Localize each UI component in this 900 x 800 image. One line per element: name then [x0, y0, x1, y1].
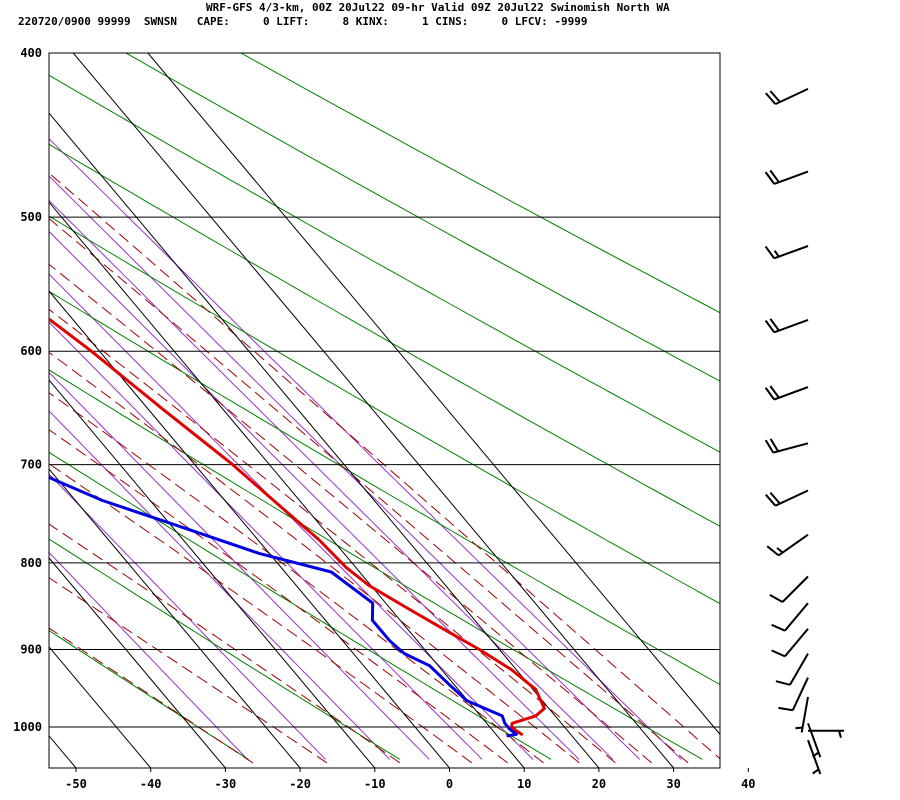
mixing-ratio-line-4: [49, 321, 483, 760]
chart-title: WRF-GFS 4/3-km, 00Z 20Jul22 09-hr Valid …: [206, 1, 670, 14]
moist-adiabat-6: [49, 351, 580, 764]
dry-adiabat-6: [49, 143, 720, 527]
x-tick-label: 30: [666, 777, 680, 791]
wind-barb: [795, 696, 809, 733]
dry-adiabat-9: [240, 53, 720, 314]
x-tick-label: 10: [517, 777, 531, 791]
grid: [48, 52, 749, 772]
wind-barb: [764, 169, 809, 185]
mixing-ratio-line-6: [49, 230, 580, 760]
wind-barb: [775, 653, 809, 686]
wind-barb: [765, 489, 809, 507]
moist-adiabat-0: [49, 627, 254, 764]
wind-barb: [764, 385, 809, 401]
series-temperature: [49, 317, 546, 736]
moist-adiabat-5: [49, 392, 544, 764]
series-dewpoint: [49, 475, 518, 738]
x-tick-label: -50: [65, 777, 87, 791]
moist-adiabat-1: [49, 577, 328, 764]
wind-barb: [765, 87, 809, 106]
wind-barb: [771, 602, 809, 632]
mixing-ratio-line-7: [49, 199, 614, 760]
isotherm-4: [49, 379, 376, 768]
mixing-ratio-line-2: [49, 410, 390, 760]
moist-adiabat-7: [49, 308, 616, 764]
wind-barb: [808, 729, 844, 738]
p-tick-label: 500: [20, 210, 42, 224]
wind-barb: [764, 438, 809, 454]
wind-barb: [807, 739, 822, 775]
header: WRF-GFS 4/3-km, 00Z 20Jul22 09-hr Valid …: [0, 0, 900, 32]
dry-adiabat-7: [49, 74, 720, 453]
wind-barb: [769, 575, 809, 603]
mixing-ratio-line-0: [49, 551, 248, 760]
wind-barb: [807, 722, 822, 758]
p-tick-label: 400: [20, 46, 42, 60]
dry-adiabat-5: [49, 215, 720, 605]
isotherm-9: [147, 53, 720, 736]
dry-adiabat-3: [49, 369, 703, 760]
isotherm-2: [49, 557, 226, 768]
x-tick-label: -40: [140, 777, 162, 791]
isotherm-6: [49, 201, 525, 768]
mixing-ratio-line-3: [49, 371, 430, 760]
moist-adiabat-4: [49, 429, 508, 764]
x-tick-label: -10: [364, 777, 386, 791]
dry-adiabat-8: [125, 53, 720, 382]
isotherm-1: [49, 646, 152, 768]
x-tick-label: 20: [592, 777, 606, 791]
background-lines: [49, 53, 720, 768]
wind-barb: [778, 677, 809, 712]
dry-adiabat-2: [49, 451, 552, 760]
plot-frame: [48, 52, 721, 769]
dry-adiabat-1: [49, 538, 400, 760]
mixing-ratio-line-5: [49, 273, 534, 760]
axis-labels: 400 500 600 700 800 900 1000 -50 -40 -30 -20 -10 0 10…: [13, 46, 755, 791]
dry-adiabat-4: [49, 290, 720, 686]
x-tick-label: 40: [741, 777, 755, 791]
moist-adiabat-2: [49, 523, 401, 764]
isotherm-5: [49, 290, 450, 768]
sounding-series: [49, 317, 546, 738]
isotherm-8: [72, 53, 674, 768]
isotherm-0: [49, 735, 77, 768]
mixing-ratio-line-9: [49, 138, 682, 760]
mixing-ratio-line-1: [49, 473, 326, 760]
x-tick-label: -20: [289, 777, 311, 791]
moist-adiabat-10: [49, 172, 720, 760]
isotherm-7: [49, 112, 600, 768]
x-tick-label: -30: [215, 777, 237, 791]
moist-adiabat-8: [49, 263, 653, 764]
p-tick-label: 1000: [13, 720, 42, 734]
wind-barb: [766, 533, 809, 557]
p-tick-label: 600: [20, 344, 42, 358]
dry-adiabat-0: [49, 629, 249, 760]
moist-adiabat-3: [49, 463, 473, 764]
wind-barbs: [764, 87, 844, 775]
sounding-stats: 220720/0900 99999 SWNSN CAPE: 0 LIFT: 8 …: [18, 15, 588, 28]
wind-barb: [764, 245, 809, 260]
wind-barb: [764, 318, 809, 334]
p-tick-label: 900: [20, 642, 42, 656]
isotherm-3: [49, 468, 301, 768]
p-tick-label: 700: [20, 458, 42, 472]
p-tick-label: 800: [20, 556, 42, 570]
wind-barb: [771, 628, 809, 658]
moist-adiabat-9: [49, 217, 689, 764]
x-tick-label: 0: [446, 777, 453, 791]
